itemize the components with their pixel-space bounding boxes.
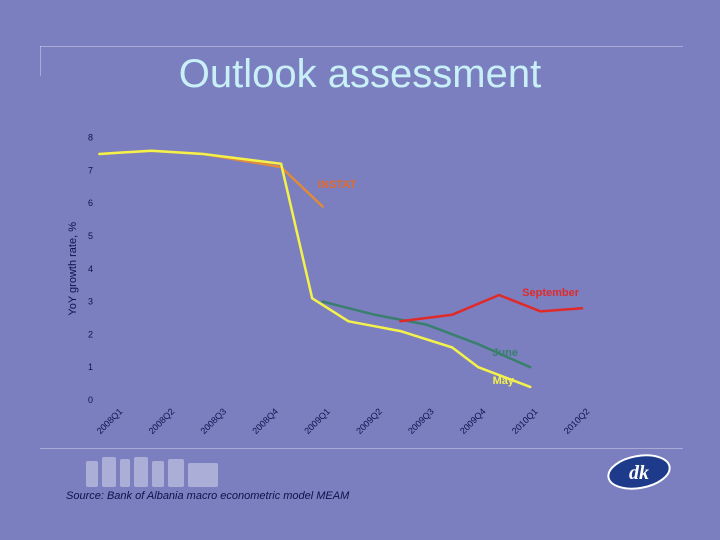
x-tick-label: 2008Q1 — [95, 406, 125, 436]
y-tick-label: 3 — [88, 297, 93, 307]
title-rule-top — [40, 46, 683, 47]
source-note: Source: Bank of Albania macro econometri… — [66, 490, 350, 502]
y-tick-label: 1 — [88, 362, 93, 372]
series-label-may: May — [493, 375, 515, 387]
x-tick-label: 2009Q1 — [302, 406, 332, 436]
x-tick-label: 2008Q3 — [198, 406, 228, 436]
x-tick-label: 2008Q4 — [250, 406, 280, 436]
series-label-instat: INSTAT — [318, 179, 356, 191]
dk-logo: dk — [607, 454, 671, 490]
series-label-september: September — [522, 287, 580, 299]
y-tick-label: 2 — [88, 329, 93, 339]
y-tick-label: 6 — [88, 198, 93, 208]
building-logo — [86, 455, 246, 487]
x-tick-label: 2010Q1 — [510, 406, 540, 436]
y-tick-label: 4 — [88, 264, 93, 274]
series-line-june — [321, 300, 532, 369]
slide-title: Outlook assessment — [178, 52, 542, 96]
title-rule-left — [40, 46, 41, 76]
series-line-may — [98, 149, 532, 389]
dk-logo-text: dk — [629, 462, 649, 484]
y-tick-label: 0 — [88, 395, 93, 405]
y-axis-title: YoY growth rate, % — [67, 222, 79, 316]
x-tick-label: 2009Q4 — [458, 406, 488, 436]
x-tick-label: 2008Q2 — [147, 406, 177, 436]
series-line-september — [399, 293, 584, 323]
series-label-june: June — [492, 347, 518, 359]
x-tick-label: 2009Q3 — [406, 406, 436, 436]
y-tick-label: 8 — [88, 133, 93, 143]
footer-rule — [40, 448, 683, 449]
y-tick-label: 7 — [88, 165, 93, 175]
x-tick-label: 2009Q2 — [354, 406, 384, 436]
y-tick-label: 5 — [88, 231, 93, 241]
x-tick-label: 2010Q2 — [562, 406, 592, 436]
